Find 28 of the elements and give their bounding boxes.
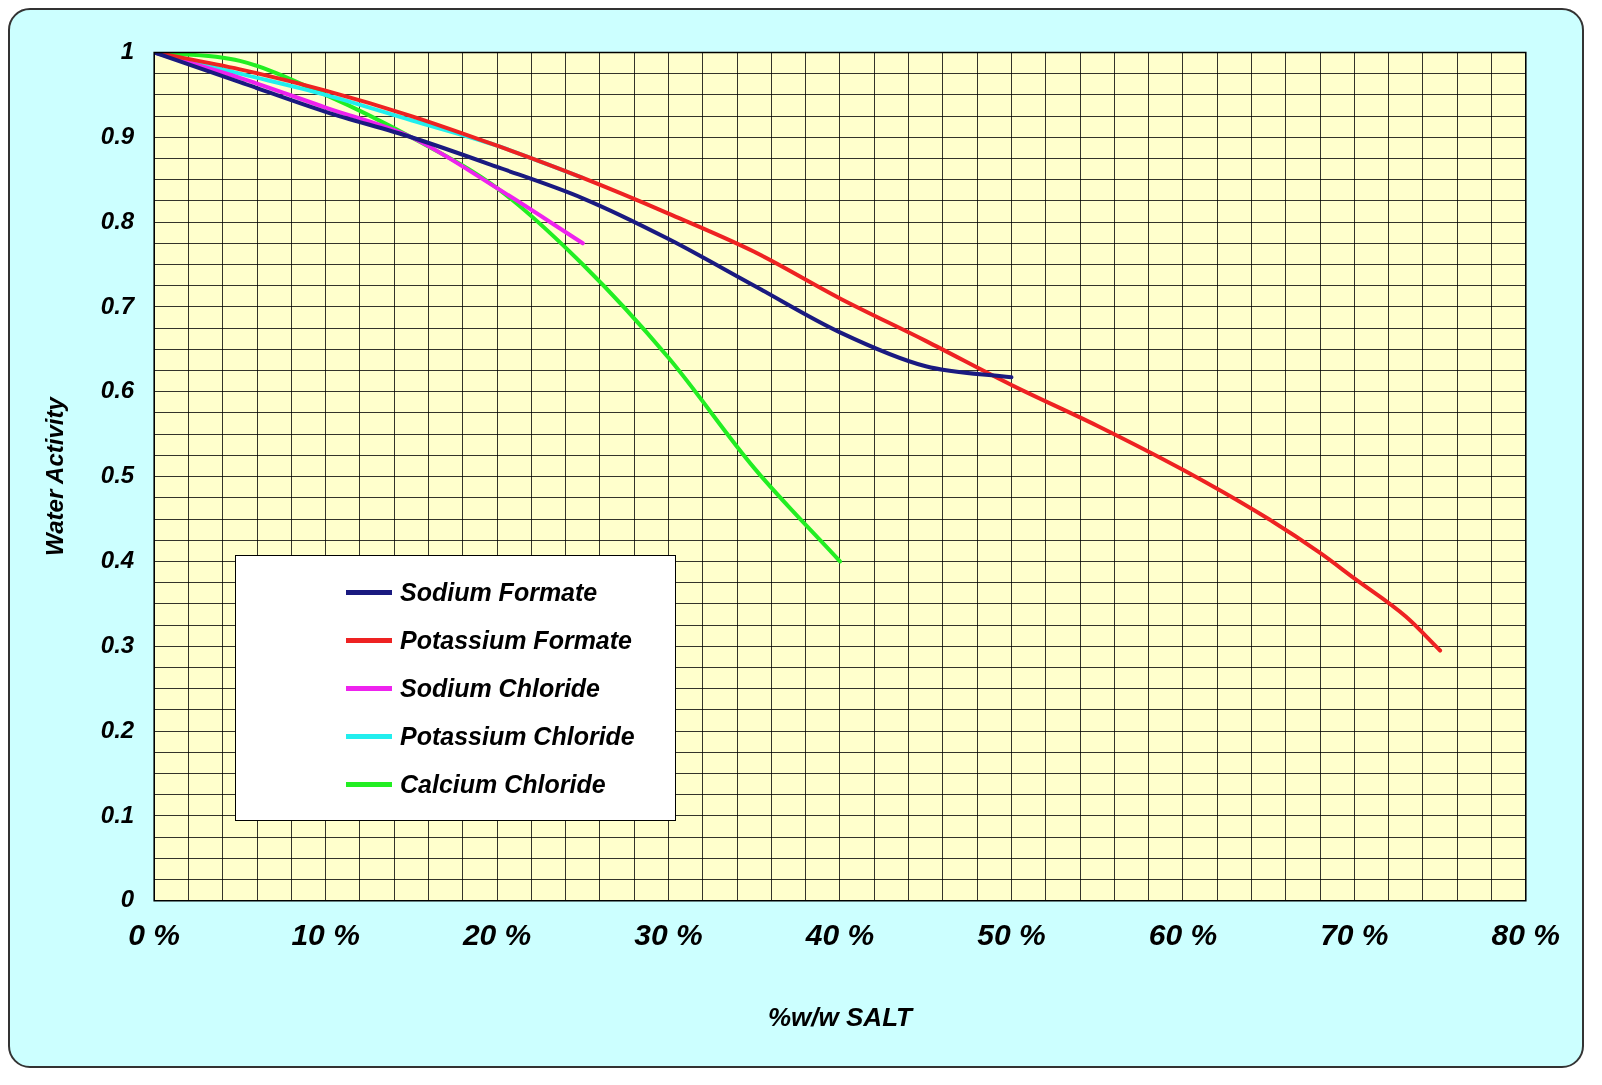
- x-tick-label: 10 %: [291, 918, 360, 952]
- legend-label: Potassium Chloride: [400, 721, 635, 751]
- y-tick-label: 0.1: [100, 800, 135, 828]
- y-tick-label: 0: [120, 885, 135, 913]
- x-tick-label: 30 %: [634, 918, 703, 952]
- y-tick-label: 0.2: [100, 715, 135, 743]
- y-tick-label: 0.6: [100, 376, 135, 404]
- line-series: [154, 52, 1014, 380]
- legend-label: Sodium Formate: [400, 577, 598, 607]
- x-tick-label: 0 %: [128, 918, 181, 952]
- y-tick-label: 0.9: [100, 121, 135, 149]
- y-tick-label: 0.5: [100, 461, 135, 489]
- x-tick-label: 20 %: [461, 918, 532, 952]
- x-tick-label: 70 %: [1320, 918, 1389, 952]
- x-tick-label: 60 %: [1148, 918, 1218, 952]
- y-tick-label: 0.3: [100, 630, 135, 658]
- x-tick-label: 50 %: [977, 918, 1046, 952]
- x-tick-label: 80 %: [1491, 918, 1561, 952]
- y-axis-title: Water Activity: [41, 395, 69, 556]
- x-tick-label: 40 %: [804, 918, 875, 952]
- y-tick-label: 0.7: [100, 291, 136, 319]
- legend-label: Calcium Chloride: [400, 769, 606, 799]
- y-tick-label: 0.4: [100, 546, 135, 574]
- x-axis-title: %w/w SALT: [768, 1001, 915, 1032]
- y-tick-label: 1: [120, 37, 135, 65]
- legend-label: Potassium Formate: [400, 625, 633, 655]
- legend-label: Sodium Chloride: [400, 673, 600, 703]
- y-tick-label: 0.8: [100, 206, 135, 234]
